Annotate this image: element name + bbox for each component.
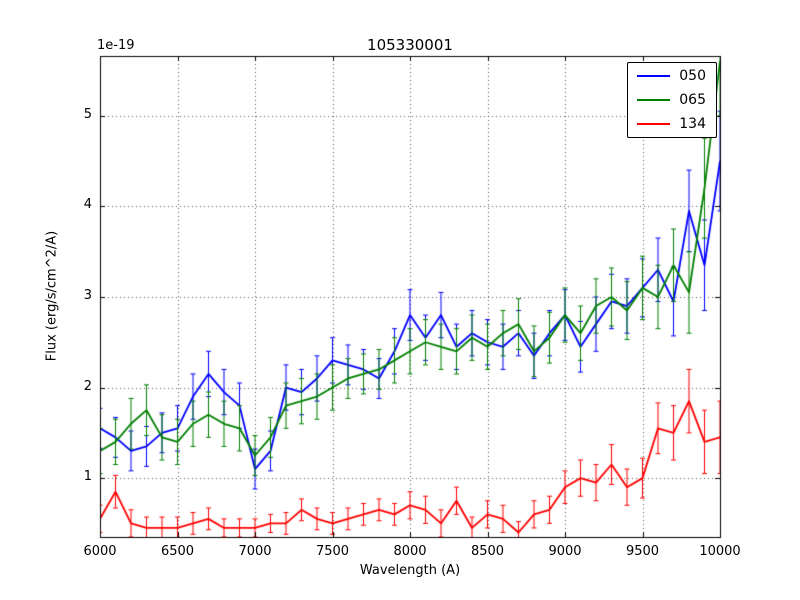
legend-label: 050: [679, 68, 706, 84]
chart-title: 105330001: [367, 36, 453, 54]
x-axis-label: Wavelength (A): [359, 563, 461, 578]
y-tick-label: 3: [83, 287, 92, 303]
x-tick-label: 9500: [625, 544, 660, 559]
x-tick-label: 9000: [548, 544, 582, 559]
x-tick-label: 8000: [393, 544, 427, 559]
legend-line-sample: [637, 75, 671, 78]
y-axis-offset-label: 1e-19: [97, 38, 135, 53]
y-tick-label: 2: [83, 378, 92, 394]
legend-line-sample: [637, 99, 671, 102]
x-tick-label: 10000: [699, 544, 741, 559]
legend-line-sample: [637, 122, 671, 125]
x-tick-label: 8500: [470, 544, 505, 559]
legend-label: 065: [679, 91, 706, 108]
legend-entry: 065: [637, 92, 706, 109]
x-tick-label: 6500: [160, 544, 195, 559]
legend: 050 065 134: [627, 62, 717, 139]
legend-entry: 050: [637, 68, 706, 85]
y-tick-label: 4: [83, 197, 92, 213]
y-tick-label: 1: [83, 469, 92, 485]
x-tick-label: 6000: [83, 544, 117, 559]
x-tick-label: 7000: [238, 544, 272, 559]
x-tick-label: 7500: [315, 544, 350, 559]
legend-entry: 134: [637, 116, 706, 133]
legend-label: 134: [679, 115, 706, 132]
y-tick-label: 5: [83, 106, 92, 122]
